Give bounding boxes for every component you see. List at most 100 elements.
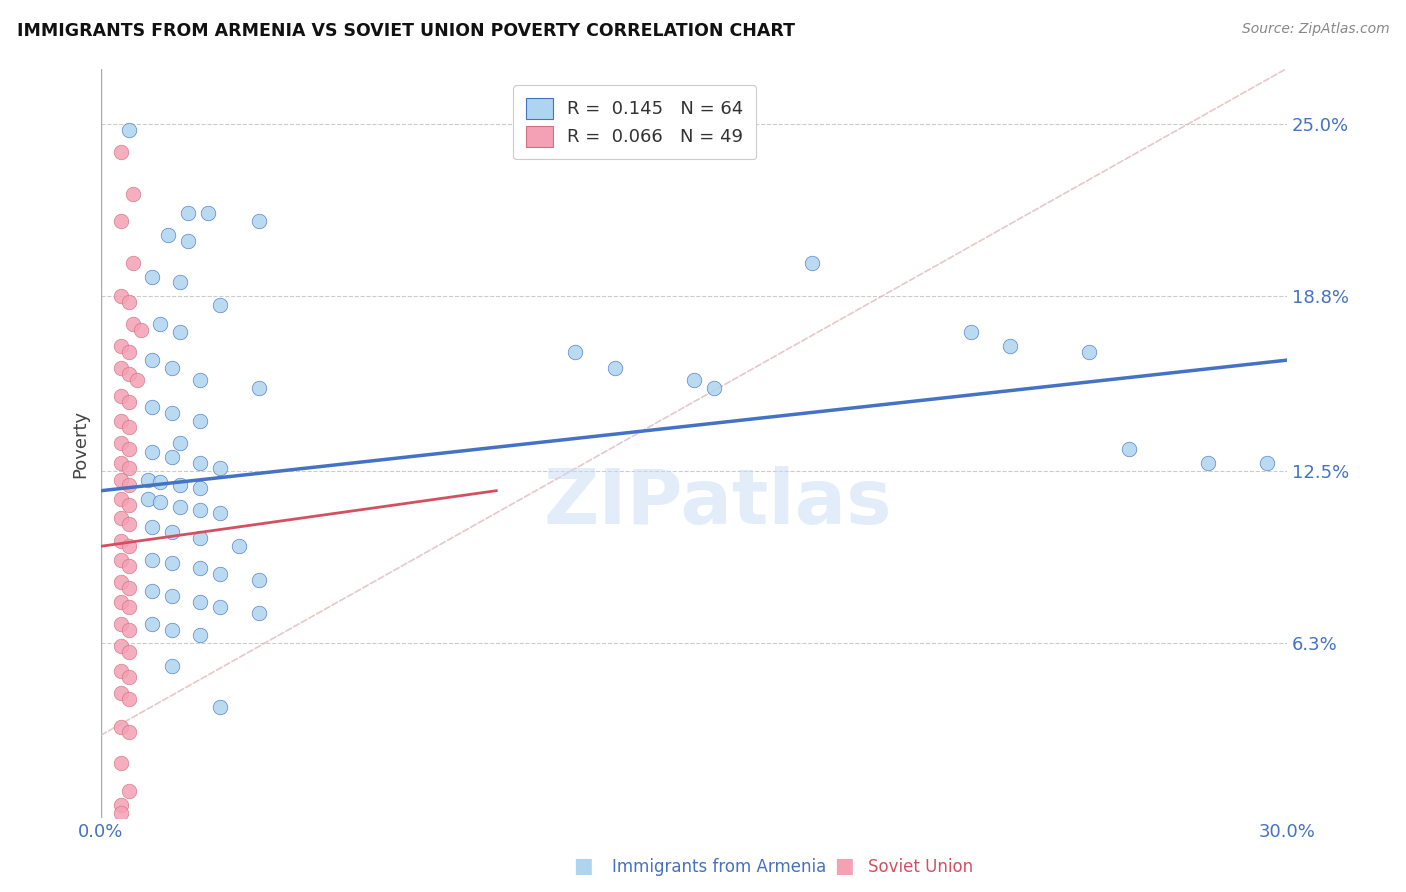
- Point: [228, 539, 250, 553]
- Point: [1256, 456, 1278, 470]
- Point: [141, 401, 163, 415]
- Point: [110, 414, 132, 428]
- Point: [118, 461, 141, 475]
- Point: [118, 420, 141, 434]
- Point: [121, 256, 143, 270]
- Point: [188, 628, 211, 642]
- Point: [149, 475, 172, 490]
- Point: [110, 456, 132, 470]
- Point: [141, 553, 163, 567]
- Point: [118, 294, 141, 309]
- Point: [1118, 442, 1140, 456]
- Point: [208, 461, 231, 475]
- Point: [247, 381, 270, 395]
- Point: [138, 473, 160, 487]
- Point: [160, 406, 183, 420]
- Point: [110, 665, 132, 679]
- Point: [118, 670, 141, 684]
- Point: [683, 373, 706, 387]
- Point: [110, 797, 132, 812]
- Point: [110, 289, 132, 303]
- Point: [125, 373, 148, 387]
- Point: [169, 478, 191, 492]
- Text: ■: ■: [834, 856, 853, 876]
- Point: [118, 600, 141, 615]
- Text: Immigrants from Armenia: Immigrants from Armenia: [612, 858, 825, 876]
- Point: [208, 297, 231, 311]
- Point: [169, 500, 191, 515]
- Point: [118, 623, 141, 637]
- Point: [118, 539, 141, 553]
- Point: [208, 700, 231, 714]
- Point: [110, 214, 132, 228]
- Point: [188, 456, 211, 470]
- Point: [110, 389, 132, 403]
- Point: [959, 326, 981, 340]
- Point: [188, 414, 211, 428]
- Point: [188, 373, 211, 387]
- Point: [247, 573, 270, 587]
- Point: [118, 558, 141, 573]
- Point: [118, 344, 141, 359]
- Point: [118, 581, 141, 595]
- Point: [208, 506, 231, 520]
- Point: [160, 556, 183, 570]
- Point: [138, 491, 160, 506]
- Point: [188, 595, 211, 609]
- Y-axis label: Poverty: Poverty: [72, 409, 89, 477]
- Point: [188, 531, 211, 545]
- Text: IMMIGRANTS FROM ARMENIA VS SOVIET UNION POVERTY CORRELATION CHART: IMMIGRANTS FROM ARMENIA VS SOVIET UNION …: [17, 22, 794, 40]
- Point: [118, 478, 141, 492]
- Point: [141, 269, 163, 284]
- Point: [177, 206, 200, 220]
- Point: [160, 450, 183, 465]
- Point: [110, 617, 132, 632]
- Point: [188, 481, 211, 495]
- Point: [157, 228, 180, 243]
- Point: [121, 186, 143, 201]
- Point: [118, 394, 141, 409]
- Point: [118, 498, 141, 512]
- Point: [110, 473, 132, 487]
- Point: [197, 206, 219, 220]
- Point: [801, 256, 824, 270]
- Point: [703, 381, 725, 395]
- Point: [110, 339, 132, 353]
- Point: [160, 623, 183, 637]
- Point: [110, 575, 132, 590]
- Point: [208, 600, 231, 615]
- Point: [141, 617, 163, 632]
- Point: [118, 725, 141, 739]
- Point: [110, 145, 132, 159]
- Point: [160, 361, 183, 376]
- Point: [118, 783, 141, 797]
- Point: [247, 214, 270, 228]
- Point: [169, 436, 191, 450]
- Point: [169, 276, 191, 290]
- Point: [160, 525, 183, 540]
- Point: [118, 442, 141, 456]
- Point: [149, 317, 172, 331]
- Point: [1078, 344, 1101, 359]
- Point: [110, 491, 132, 506]
- Point: [110, 511, 132, 525]
- Point: [110, 720, 132, 734]
- Point: [141, 445, 163, 459]
- Point: [169, 326, 191, 340]
- Point: [160, 589, 183, 603]
- Point: [160, 658, 183, 673]
- Point: [110, 805, 132, 820]
- Point: [603, 361, 626, 376]
- Text: ZIPatlas: ZIPatlas: [543, 467, 891, 541]
- Point: [110, 686, 132, 700]
- Point: [118, 516, 141, 531]
- Point: [110, 639, 132, 653]
- Text: Soviet Union: Soviet Union: [868, 858, 973, 876]
- Point: [110, 533, 132, 548]
- Point: [118, 645, 141, 659]
- Point: [141, 353, 163, 368]
- Point: [118, 367, 141, 381]
- Point: [129, 323, 152, 337]
- Point: [121, 317, 143, 331]
- Point: [110, 361, 132, 376]
